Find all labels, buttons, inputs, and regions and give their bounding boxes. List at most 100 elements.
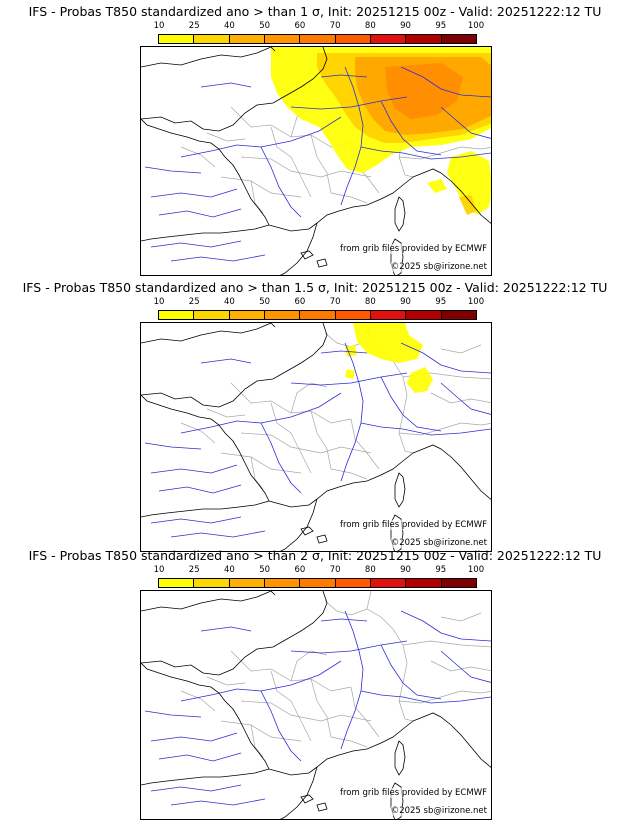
coastline	[412, 712, 491, 768]
probability-map: from grib files provided by ECMWF ©2025 …	[140, 46, 492, 276]
river	[150, 784, 242, 792]
copyright-notice: ©2025 sb@irizone.net	[390, 262, 487, 272]
source-credit: from grib files provided by ECMWF	[340, 788, 487, 798]
coastline	[141, 224, 270, 242]
probability-colorbar	[158, 34, 477, 44]
admin-border	[350, 686, 380, 738]
island-coastline	[394, 472, 406, 508]
coastline	[412, 168, 491, 224]
colorbar-segment	[264, 579, 301, 587]
admin-border	[398, 146, 491, 160]
colorbar-segment	[229, 311, 265, 319]
probability-area	[385, 63, 463, 119]
river	[360, 422, 491, 436]
admin-border	[330, 192, 368, 204]
colorbar-segment	[370, 35, 407, 43]
river	[440, 650, 491, 683]
coastline	[141, 118, 270, 226]
admin-border	[310, 410, 332, 470]
copyright-notice: ©2025 sb@irizone.net	[390, 806, 487, 816]
coastline	[280, 498, 318, 551]
river	[360, 146, 491, 160]
river	[340, 66, 364, 206]
river	[260, 422, 302, 494]
admin-border	[398, 422, 491, 436]
admin-border	[366, 591, 372, 610]
admin-border	[250, 180, 264, 214]
colorbar-tick-label: 60	[294, 565, 306, 575]
colorbar-tick-label: 40	[224, 21, 235, 31]
river	[380, 376, 442, 432]
river	[158, 208, 242, 218]
island-coastline	[300, 250, 314, 260]
colorbar-segment	[335, 311, 371, 319]
probability-area	[447, 151, 491, 215]
admin-border	[180, 146, 216, 168]
colorbar-segment	[406, 311, 442, 319]
colorbar-segment	[264, 35, 301, 43]
coastline	[141, 47, 272, 68]
colorbar-tick-label: 40	[224, 565, 235, 575]
colorbar-tick-label: 10	[153, 297, 165, 307]
colorbar-tick-label: 90	[400, 297, 411, 307]
admin-border	[402, 640, 491, 648]
colorbar-segment	[441, 311, 476, 319]
colorbar-segment	[441, 579, 476, 587]
admin-border	[430, 392, 491, 404]
river	[158, 752, 242, 762]
colorbar-segment	[300, 579, 336, 587]
river	[320, 350, 368, 354]
admin-border	[310, 134, 332, 194]
admin-border	[330, 468, 368, 480]
map-canvas	[141, 323, 491, 551]
admin-border	[250, 724, 264, 758]
river	[150, 188, 238, 198]
river	[150, 240, 242, 248]
coastline	[280, 766, 318, 819]
probability-map: from grib files provided by ECMWF ©2025 …	[140, 322, 492, 552]
river	[340, 610, 364, 750]
river	[400, 342, 491, 374]
admin-border	[206, 676, 246, 686]
colorbar-segment	[194, 35, 230, 43]
island-coastline	[316, 258, 328, 268]
colorbar-tick-label: 50	[259, 565, 271, 575]
river	[400, 610, 491, 642]
map-canvas	[141, 47, 491, 275]
coastline	[141, 47, 328, 132]
coastline	[141, 323, 328, 408]
colorbar-tick-label: 25	[188, 565, 200, 575]
colorbar-segment	[335, 35, 371, 43]
copyright-notice: ©2025 sb@irizone.net	[390, 538, 487, 548]
admin-border	[240, 700, 372, 722]
colorbar-segment	[159, 35, 195, 43]
colorbar-segment	[406, 579, 442, 587]
colorbar-segment	[370, 311, 407, 319]
colorbar-tick-label: 95	[435, 21, 447, 31]
colorbar-segment	[300, 311, 336, 319]
coastline	[270, 591, 276, 596]
probability-area	[459, 195, 477, 215]
colorbar-segment	[406, 35, 442, 43]
colorbar-segment	[335, 579, 371, 587]
colorbar-tick-label: 90	[400, 21, 411, 31]
admin-border	[220, 720, 302, 742]
coastline	[141, 768, 270, 786]
river	[360, 690, 491, 704]
source-credit: from grib files provided by ECMWF	[340, 520, 487, 530]
probability-area	[353, 323, 423, 363]
colorbar-tick-label: 70	[329, 565, 341, 575]
river	[260, 146, 302, 218]
colorbar-tick-label: 50	[259, 21, 271, 31]
admin-border	[220, 176, 302, 198]
map-panel-1-sigma: IFS - Probas T850 standardized ano > tha…	[0, 0, 630, 276]
admin-border	[206, 408, 246, 418]
island-coastline	[394, 196, 406, 232]
colorbar-tick-label: 10	[153, 21, 165, 31]
admin-border	[310, 678, 332, 738]
map-canvas	[141, 591, 491, 819]
coastline	[141, 591, 328, 676]
river	[144, 442, 202, 450]
river	[400, 66, 491, 98]
coastline	[268, 720, 414, 776]
